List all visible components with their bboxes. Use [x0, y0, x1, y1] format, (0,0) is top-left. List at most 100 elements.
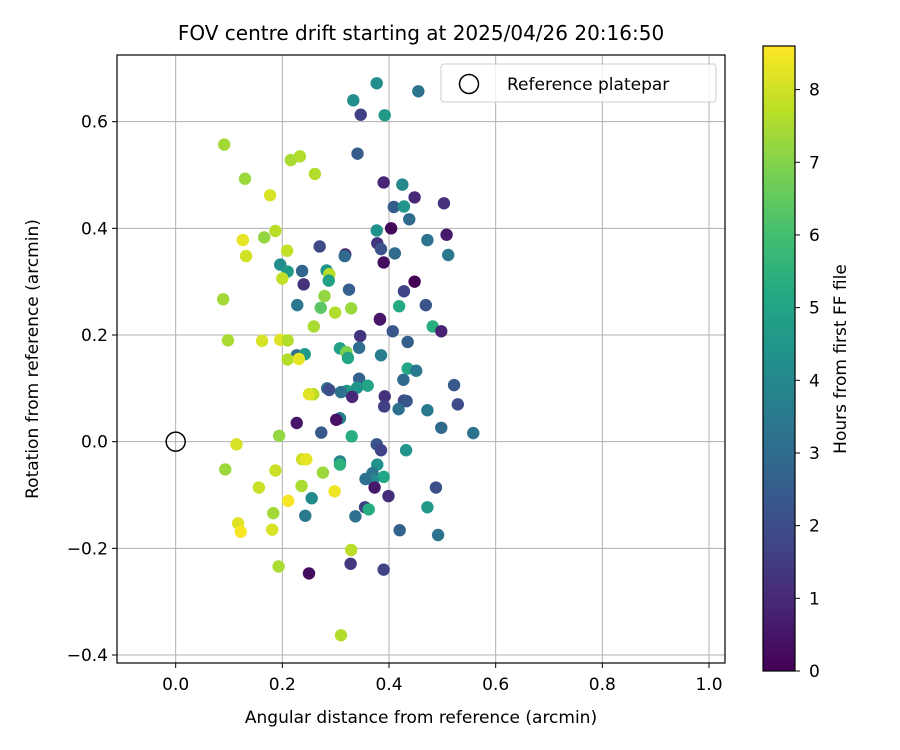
- data-point: [378, 400, 391, 413]
- data-point: [258, 231, 271, 244]
- data-point: [318, 289, 331, 303]
- data-point: [308, 167, 322, 181]
- data-point: [291, 298, 304, 312]
- data-point: [437, 197, 451, 210]
- data-point: [401, 335, 414, 349]
- data-point: [328, 485, 341, 498]
- data-point: [370, 77, 383, 90]
- data-point: [255, 334, 269, 348]
- data-point: [344, 302, 358, 315]
- data-point: [314, 301, 327, 314]
- data-point: [354, 108, 367, 121]
- data-point: [419, 298, 432, 312]
- data-points: [216, 77, 480, 642]
- data-point: [408, 275, 421, 288]
- data-point: [435, 325, 448, 338]
- data-point: [295, 479, 308, 493]
- x-axis-label: Angular distance from reference (arcmin): [245, 708, 597, 728]
- y-tick-label: 0.4: [81, 219, 108, 239]
- data-point: [393, 524, 406, 537]
- data-point: [330, 413, 343, 426]
- y-axis-ticks: −0.4 −0.2 0.0 0.2 0.4 0.6: [67, 113, 117, 666]
- data-point: [421, 404, 434, 417]
- data-point: [382, 489, 395, 503]
- data-point: [378, 109, 391, 122]
- data-point: [397, 285, 411, 298]
- data-point: [282, 494, 295, 508]
- data-point: [239, 249, 253, 263]
- data-point: [374, 242, 388, 256]
- data-point: [346, 390, 359, 404]
- data-point: [272, 429, 286, 442]
- data-point: [297, 278, 310, 291]
- data-point: [284, 153, 298, 167]
- data-point: [328, 306, 342, 319]
- x-tick-label: 0.6: [482, 675, 509, 695]
- data-point: [377, 563, 390, 576]
- data-point: [392, 402, 405, 416]
- data-point: [238, 172, 252, 185]
- data-point: [386, 325, 399, 338]
- data-point: [280, 244, 294, 257]
- data-point: [374, 349, 388, 362]
- legend-reference-marker: [458, 73, 480, 95]
- data-point: [338, 249, 351, 263]
- data-point: [408, 191, 421, 204]
- colorbar: 0 1 2 3 4 5 6 7 8 Hours from first FF file: [762, 45, 851, 682]
- colorbar-ticks: 0 1 2 3 4 5 6 7 8: [795, 81, 820, 682]
- data-point: [219, 463, 232, 476]
- data-point: [388, 247, 402, 260]
- data-point: [344, 543, 358, 557]
- data-point: [269, 464, 282, 477]
- data-point: [374, 444, 388, 457]
- data-point: [216, 293, 230, 306]
- data-point: [347, 94, 360, 107]
- data-point: [354, 329, 367, 343]
- data-point: [396, 178, 409, 191]
- data-point: [252, 481, 266, 494]
- data-point: [295, 264, 309, 278]
- data-point: [316, 466, 330, 479]
- colorbar-tick-label: 8: [809, 81, 820, 101]
- x-tick-label: 0.4: [375, 675, 402, 695]
- data-point: [315, 426, 328, 439]
- data-point: [218, 138, 231, 151]
- colorbar-tick-label: 7: [809, 153, 820, 173]
- data-point: [352, 341, 366, 354]
- data-point: [334, 629, 348, 642]
- data-point: [299, 509, 312, 522]
- data-point: [302, 567, 316, 580]
- data-point: [263, 189, 277, 202]
- data-point: [377, 256, 390, 269]
- data-point: [333, 458, 347, 471]
- data-point: [234, 525, 247, 538]
- data-point: [236, 233, 250, 247]
- y-axis-label: Rotation from reference (arcmin): [23, 219, 43, 499]
- data-point: [368, 481, 381, 494]
- data-point: [350, 381, 364, 394]
- data-point: [399, 444, 413, 457]
- data-point: [400, 394, 413, 408]
- colorbar-tick-label: 2: [809, 517, 820, 537]
- data-point: [305, 492, 318, 505]
- data-point: [276, 272, 289, 285]
- data-point: [412, 85, 425, 98]
- y-tick-label: 0.0: [81, 433, 108, 453]
- colorbar-tick-label: 3: [809, 444, 820, 464]
- data-point: [334, 385, 348, 399]
- data-point: [266, 523, 279, 536]
- x-tick-label: 0.2: [269, 675, 296, 695]
- legend: Reference platepar: [440, 63, 717, 103]
- colorbar-tick-label: 1: [809, 589, 820, 609]
- data-point: [403, 213, 416, 226]
- data-point: [345, 430, 358, 443]
- data-point: [300, 453, 313, 466]
- data-point: [467, 426, 480, 440]
- plot-area: 0.0 0.2 0.4 0.6 0.8 1.0 −0.4 −0.2 0.0 0.2 0.4 0.6: [67, 54, 726, 695]
- data-point: [267, 506, 280, 520]
- data-point: [451, 398, 464, 411]
- colorbar-tick-label: 0: [809, 662, 820, 682]
- data-point: [377, 470, 390, 484]
